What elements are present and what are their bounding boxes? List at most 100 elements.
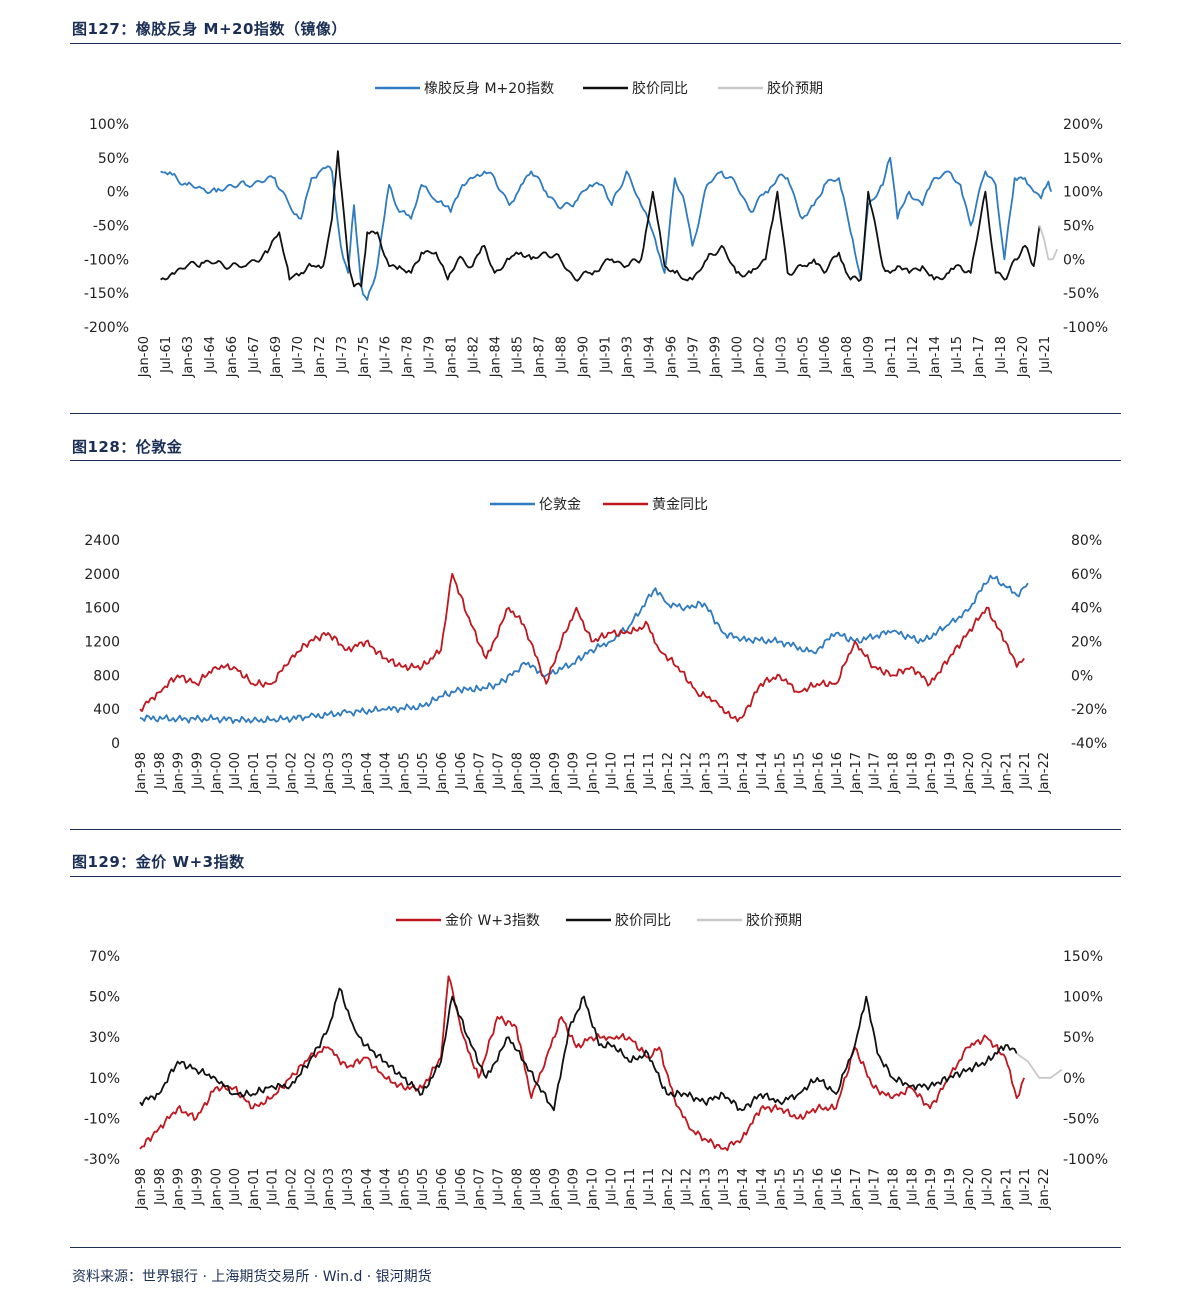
x-tick-label: Jan-20 [962, 1168, 977, 1210]
x-tick-label: Jan-04 [360, 1168, 375, 1210]
y-tick-label: -100% [84, 252, 129, 268]
x-tick-label: Jan-14 [736, 1168, 751, 1210]
title-divider [70, 460, 1121, 461]
x-tick-label: Jul-19 [943, 1168, 958, 1206]
x-tick-label: Jul-01 [266, 1168, 281, 1206]
x-tick-label: Jan-18 [887, 1168, 902, 1210]
series-line [160, 150, 1041, 288]
y2-tick-label: -20% [1071, 702, 1107, 718]
x-tick-label: Jul-14 [755, 752, 770, 790]
x-tick-label: Jul-79 [423, 336, 438, 374]
x-tick-label: Jan-03 [322, 1168, 337, 1210]
y2-tick-label: -100% [1063, 320, 1108, 336]
chart-london-gold: 伦敦金 黄金同比 2400 2000 1600 1200 800 400 0 80% 60% 40% 2… [84, 496, 1107, 794]
x-tick-label: Jan-15 [774, 752, 789, 794]
x-tick-label: Jan-15 [774, 1168, 789, 1210]
x-tick-label: Jul-09 [567, 752, 582, 790]
x-tick-label: Jan-87 [533, 336, 548, 378]
x-tick-label: Jul-18 [905, 752, 920, 790]
x-tick-label: Jul-15 [950, 336, 965, 374]
chart-title: 图129：金价 W+3指数 [72, 853, 245, 871]
x-tick-label: Jan-17 [849, 1168, 864, 1210]
y2-tick-label: 150% [1063, 949, 1103, 965]
x-tick-label: Jan-90 [577, 336, 592, 378]
legend: 橡胶反身 M+20指数 胶价同比 胶价预期 [375, 80, 823, 97]
x-tick-label: Jul-09 [567, 1168, 582, 1206]
x-tick-label: Jul-00 [730, 336, 745, 374]
x-tick-label: Jan-19 [924, 752, 939, 794]
x-tick-label: Jul-19 [943, 752, 958, 790]
x-tick-label: Jul-07 [491, 1168, 506, 1206]
x-tick-label: Jan-20 [962, 752, 977, 794]
x-tick-label: Jul-11 [642, 752, 657, 790]
x-tick-label: Jan-93 [620, 336, 635, 378]
x-tick-label: Jul-61 [159, 336, 174, 374]
x-tick-label: Jul-06 [818, 336, 833, 374]
series-line [1016, 1052, 1063, 1079]
legend-label: 黄金同比 [652, 496, 708, 513]
x-tick-label: Jan-11 [623, 1168, 638, 1210]
x-tick-label: Jul-88 [555, 336, 570, 374]
x-tick-label: Jan-14 [736, 752, 751, 794]
y2-tick-label: -50% [1063, 1111, 1099, 1127]
y-tick-label: -150% [84, 286, 129, 302]
legend-label: 胶价预期 [767, 80, 823, 97]
x-tick-label: Jan-16 [811, 752, 826, 794]
x-tick-label: Jan-06 [435, 1168, 450, 1210]
x-tick-label: Jan-02 [285, 1168, 300, 1210]
x-tick-label: Jul-00 [228, 1168, 243, 1206]
x-tick-label: Jul-05 [416, 1168, 431, 1206]
x-tick-label: Jan-98 [134, 752, 149, 794]
x-tick-label: Jan-12 [661, 752, 676, 794]
y-tick-label: 2000 [84, 567, 120, 583]
y-tick-label: 1600 [84, 601, 120, 617]
x-tick-label: Jan-14 [928, 336, 943, 378]
x-tick-label: Jul-13 [717, 752, 732, 790]
x-tick-label: Jul-14 [755, 1168, 770, 1206]
y2-tick-label: -100% [1063, 1152, 1108, 1168]
x-tick-label: Jul-01 [266, 752, 281, 790]
title-divider [70, 876, 1121, 877]
x-tick-label: Jul-17 [868, 1168, 883, 1206]
x-tick-label: Jul-91 [598, 336, 613, 374]
x-tick-label: Jan-05 [796, 336, 811, 378]
source-note: 资料来源：世界银行 · 上海期货交易所 · Win.d · 银河期货 [72, 1269, 432, 1285]
x-tick-label: Jul-18 [905, 1168, 920, 1206]
x-tick-label: Jan-81 [445, 336, 460, 378]
x-tick-label: Jul-21 [1018, 752, 1033, 790]
x-tick-label: Jan-99 [708, 336, 723, 378]
y-tick-label: 800 [93, 668, 120, 684]
x-tick-label: Jul-85 [511, 336, 526, 374]
x-tick-label: Jan-75 [357, 336, 372, 378]
x-tick-label: Jan-13 [698, 752, 713, 794]
x-tick-label: Jul-13 [717, 1168, 732, 1206]
y-tick-label: 1200 [84, 635, 120, 651]
x-tick-label: Jan-69 [269, 336, 284, 378]
series-line [1038, 225, 1059, 261]
section-divider [70, 1247, 1121, 1248]
x-tick-label: Jan-00 [209, 1168, 224, 1210]
section-divider [70, 413, 1121, 414]
x-tick-label: Jan-02 [752, 336, 767, 378]
x-tick-label: Jul-97 [686, 336, 701, 374]
y2-tick-label: 20% [1071, 635, 1102, 651]
x-tick-label: Jul-05 [416, 752, 431, 790]
y2-tick-label: 0% [1071, 668, 1093, 684]
x-tick-label: Jul-82 [467, 336, 482, 374]
series-line [139, 574, 1029, 724]
x-tick-label: Jan-09 [548, 1168, 563, 1210]
x-tick-label: Jul-04 [379, 752, 394, 790]
x-tick-label: Jul-15 [792, 1168, 807, 1206]
series-line [139, 987, 1018, 1112]
x-tick-label: Jan-21 [999, 1168, 1014, 1210]
x-tick-label: Jul-12 [680, 1168, 695, 1206]
series-line [139, 572, 1025, 723]
chart-title: 图128：伦敦金 [72, 438, 183, 456]
x-tick-label: Jul-02 [303, 752, 318, 790]
y-tick-label: 400 [93, 702, 120, 718]
x-tick-label: Jan-06 [435, 752, 450, 794]
y-tick-label: 0% [107, 185, 129, 201]
y-tick-label: 10% [89, 1071, 120, 1087]
x-tick-label: Jul-98 [153, 752, 168, 790]
x-tick-label: Jan-78 [401, 336, 416, 378]
